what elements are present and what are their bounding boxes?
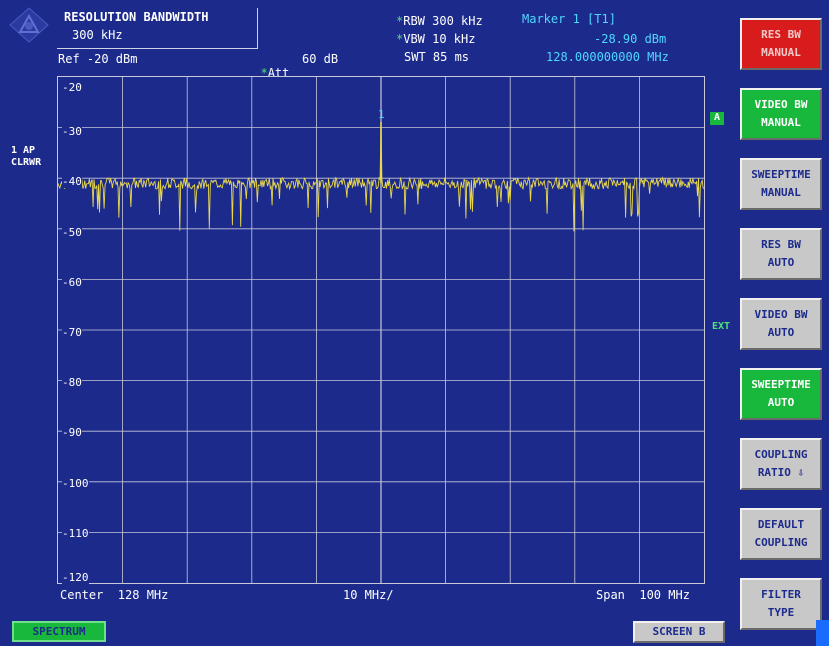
softkey-label-line1: SWEEPTIME [751,378,811,391]
y-axis-tick-label: -30 [62,125,82,139]
softkey-5[interactable]: VIDEO BW AUTO [740,298,822,350]
rohde-schwarz-logo-icon [9,7,49,43]
softkey-6[interactable]: SWEEPTIME AUTO [740,368,822,420]
trace-detector-label: CLRWR [11,157,42,168]
y-axis-tick-label: -100 [62,476,89,490]
y-axis-tick-label: -50 [62,225,82,239]
softkey-label-line1: VIDEO BW [754,308,808,321]
softkey-label-line2: RATIO ⇩ [757,466,805,479]
y-axis-tick-label: -40 [62,175,82,189]
spectrum-plot: 1 [58,77,704,583]
spectrum-trace [58,121,704,232]
parameter-entry-box [57,8,258,49]
marker-name: Marker 1 [T1] [522,12,616,26]
rbw-star: * [396,14,404,28]
ref-level-label: Ref -20 dBm [58,52,138,66]
softkey-label-line1: COUPLING [754,448,808,461]
y-axis-tick-label: -110 [62,526,89,540]
softkey-label-line2: TYPE [767,606,795,619]
screen-b-button[interactable]: SCREEN B [633,621,725,643]
y-axis-tick-label: -20 [62,81,82,94]
softkey-9[interactable]: FILTER TYPE [740,578,822,630]
softkey-1[interactable]: RES BW MANUAL [740,18,822,70]
y-axis-tick-label: -90 [62,426,82,440]
trigger-flag-a: A [710,112,724,125]
att-coupled-star: * [260,66,268,80]
softkey-label-line2: AUTO [767,256,795,269]
frequency-per-division-label: 10 MHz/ [343,588,394,602]
marker-frequency: 128.000000000 MHz [546,50,669,64]
softkey-7[interactable]: COUPLING RATIO ⇩ [740,438,822,490]
trace-number-label: 1 AP [11,145,36,156]
y-axis-tick-label: -70 [62,326,82,339]
softkey-label-line2: MANUAL [761,186,801,199]
y-axis-tick-label: -80 [62,376,82,390]
vbw-star: * [396,32,404,46]
y-axis-tick-label: -60 [62,275,82,289]
softkey-label-line2: MANUAL [761,116,801,129]
softkey-label-line1: VIDEO BW [754,98,808,111]
ext-reference-flag: EXT [712,321,731,332]
swt-label: SWT 85 ms [404,50,470,64]
softkey-label-line1: RES BW [761,238,801,251]
rbw-label: RBW 300 kHz [403,14,483,28]
softkey-label-line2: COUPLING [754,536,808,549]
marker-1-label: 1 [378,108,385,121]
softkey-4[interactable]: RES BW AUTO [740,228,822,280]
softkey-label-line1: DEFAULT [757,518,805,531]
softkey-label-line2: AUTO [767,396,795,409]
softkey-2[interactable]: VIDEO BW MANUAL [740,88,822,140]
vbw-label: VBW 10 kHz [403,32,476,46]
softkey-8[interactable]: DEFAULT COUPLING [740,508,822,560]
softkey-label-line1: SWEEPTIME [751,168,811,181]
y-axis-tick-label: -120 [62,571,89,584]
entry-value[interactable]: 300 kHz [72,28,123,42]
softkey-label-line1: FILTER [761,588,801,601]
trace-mode-label: 1 AP CLRWR [11,145,41,169]
softkey-label-line1: RES BW [761,28,801,41]
spectrum-display[interactable]: 1 [57,76,705,584]
span-label: Span 100 MHz [596,588,690,602]
entry-title: RESOLUTION BANDWIDTH [64,10,209,24]
spectrum-tab[interactable]: SPECTRUM [12,621,106,642]
softkey-label-line2: AUTO [767,326,795,339]
center-frequency-label: Center 128 MHz [60,588,169,602]
att-value: 60 dB [302,52,339,66]
corner-indicator [816,620,829,646]
softkey-3[interactable]: SWEEPTIME MANUAL [740,158,822,210]
softkey-label-line2: MANUAL [761,46,801,59]
marker-level: -28.90 dBm [594,32,667,46]
